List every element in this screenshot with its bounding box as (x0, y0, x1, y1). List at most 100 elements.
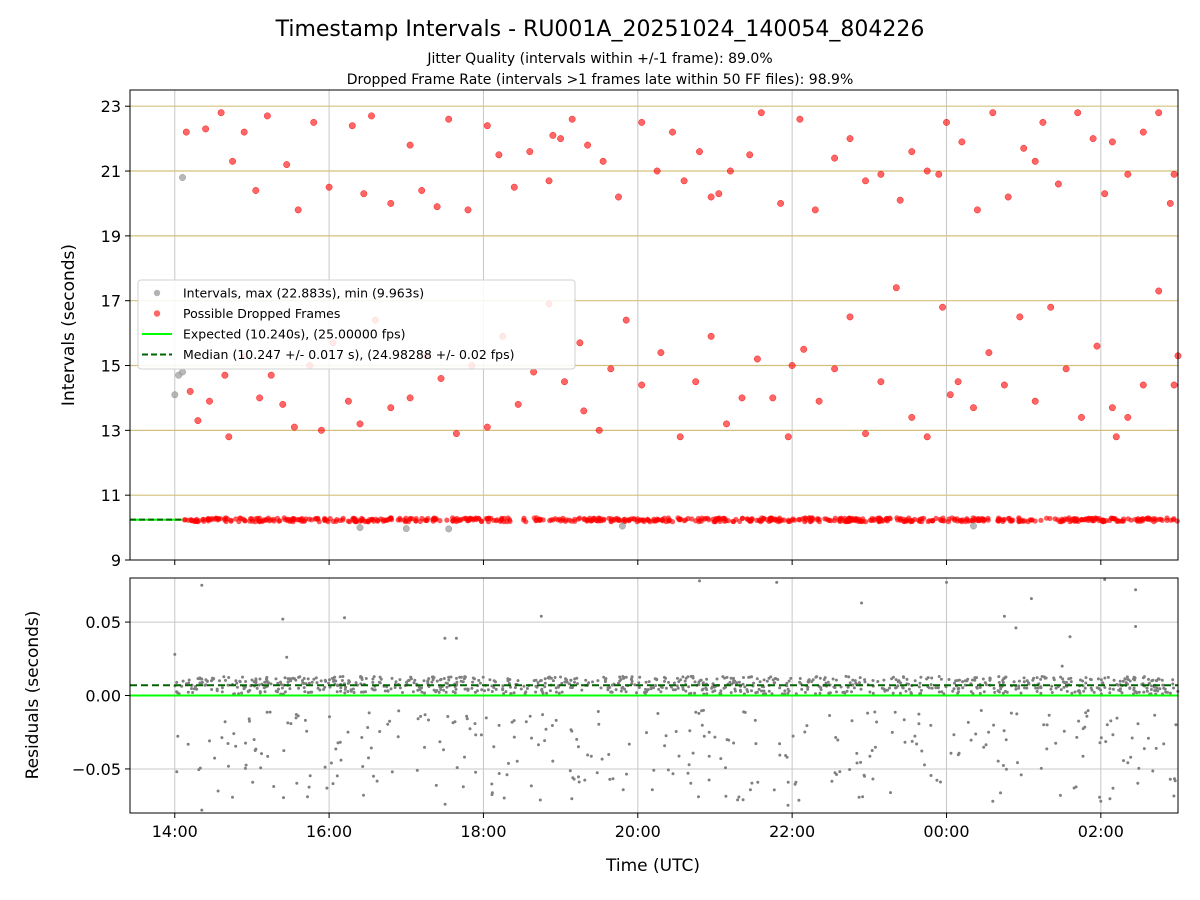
residual-point (388, 719, 392, 723)
residual-point (963, 683, 967, 687)
interval-point (1135, 516, 1141, 522)
residual-point (789, 676, 793, 680)
residual-point (286, 721, 290, 725)
residual-point (260, 752, 263, 756)
interval-point (270, 516, 277, 522)
residual-point (786, 803, 790, 807)
residual-point (473, 722, 477, 726)
residual-point (459, 675, 463, 679)
residual-point (1045, 747, 1049, 751)
interval-point (316, 519, 322, 525)
residual-point (791, 734, 795, 738)
residual-point (973, 678, 977, 682)
residual-point (446, 715, 450, 718)
interval-point (653, 518, 659, 524)
residual-point (372, 774, 375, 778)
residual-point (852, 686, 856, 690)
residual-point (1151, 678, 1155, 682)
residual-point (718, 691, 722, 695)
residual-point (919, 688, 923, 692)
residual-point (494, 687, 498, 691)
residual-point (257, 683, 261, 687)
dropped-frame-point (348, 122, 356, 130)
residual-point (762, 689, 766, 693)
residuals-panel: 0.05 0.00 −0.05 14:00 16:00 18:00 20:00 22:00 00… (72, 577, 1180, 841)
residual-point (524, 690, 528, 694)
residual-point (627, 742, 631, 746)
residual-point (1146, 736, 1150, 740)
interval-point (538, 516, 544, 522)
residual-point (200, 808, 204, 812)
residual-point (1111, 733, 1115, 737)
residual-point (386, 722, 390, 726)
residual-point (314, 676, 318, 680)
residual-point (1054, 741, 1058, 745)
residual-point (676, 686, 680, 690)
dropped-frame-point (800, 345, 808, 353)
residual-point (515, 759, 519, 763)
residual-point (401, 691, 404, 694)
residual-point (406, 679, 410, 683)
residual-point (746, 690, 750, 694)
residual-point (713, 735, 717, 739)
residual-point (1128, 686, 1132, 690)
interval-point (200, 516, 206, 523)
residual-point (863, 678, 867, 682)
residual-point (758, 680, 762, 684)
residual-point (389, 687, 393, 691)
residual-point (652, 686, 656, 690)
residual-point (675, 684, 679, 688)
interval-point (450, 515, 456, 521)
residual-point (910, 739, 914, 743)
residual-point (554, 718, 558, 722)
interval-point (634, 519, 640, 525)
residual-point (769, 675, 773, 679)
residual-point (1050, 691, 1054, 694)
residual-point (984, 743, 988, 747)
residual-point (1142, 747, 1146, 751)
residual-point (352, 691, 356, 694)
residual-point (674, 730, 678, 733)
residual-point (434, 783, 438, 787)
residual-point (471, 680, 475, 684)
residual-point (915, 742, 919, 746)
residual-point (559, 675, 562, 679)
residual-point (244, 741, 247, 745)
plot-frame (129, 89, 1179, 561)
residual-points (173, 578, 1180, 812)
residual-point (251, 780, 255, 784)
residual-point (927, 686, 931, 690)
residual-point (455, 680, 459, 684)
residual-point (328, 715, 331, 719)
dropped-frame-point (418, 187, 426, 194)
residual-point (398, 678, 402, 682)
residual-point (919, 691, 923, 695)
residual-point (283, 690, 287, 694)
residual-point (589, 754, 593, 758)
residual-point (1168, 777, 1172, 781)
residual-point (698, 579, 701, 583)
residual-point (396, 735, 400, 739)
residual-point (1145, 689, 1149, 693)
residual-point (282, 796, 285, 800)
residual-point (993, 690, 997, 694)
residual-point (283, 676, 287, 680)
residual-point (302, 677, 306, 680)
residual-point (173, 652, 177, 656)
intervals-panel: 9 11 13 15 17 19 21 23 (101, 89, 1182, 570)
residual-point (1128, 679, 1132, 683)
residual-point (224, 678, 227, 682)
legend-label: Possible Dropped Frames (183, 306, 340, 321)
residual-point (543, 677, 547, 681)
residual-point (277, 687, 280, 691)
residual-point (329, 761, 333, 765)
residual-point (519, 687, 523, 691)
interval-point (1143, 516, 1149, 522)
residual-point (373, 688, 377, 692)
dropped-frame-point (483, 122, 491, 130)
residual-point (1136, 781, 1140, 785)
interval-point (1072, 516, 1078, 522)
residual-point (569, 678, 573, 682)
dropped-frame-point (360, 190, 368, 198)
